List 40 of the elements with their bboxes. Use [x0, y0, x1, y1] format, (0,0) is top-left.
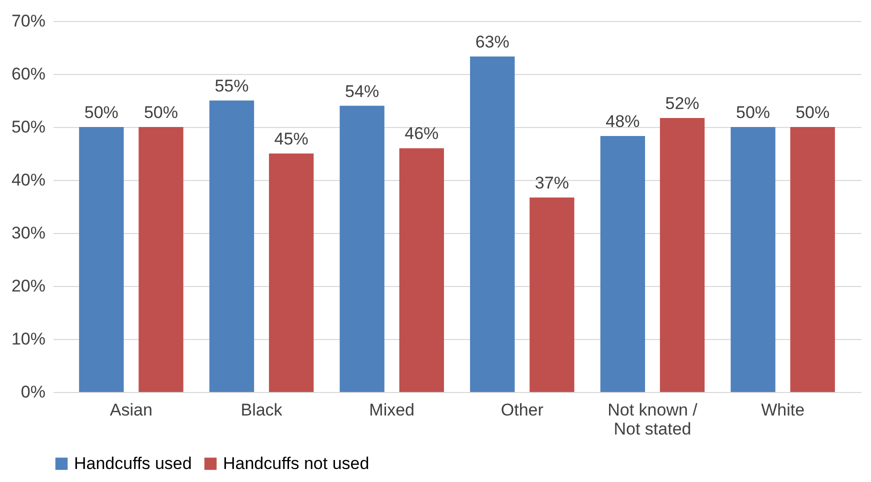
data-label: 52% — [665, 94, 700, 113]
bar — [79, 127, 124, 392]
legend-label: Handcuffs not used — [223, 454, 370, 473]
y-tick-label: 30% — [11, 224, 46, 242]
data-label: 50% — [144, 103, 178, 122]
bar — [138, 127, 184, 392]
bar — [268, 154, 314, 392]
data-label: 54% — [345, 82, 380, 101]
y-tick-label: 50% — [11, 118, 46, 136]
x-tick-label: Not known / Not stated — [608, 400, 698, 438]
data-label: 50% — [796, 103, 830, 122]
bar — [340, 106, 384, 392]
data-label: 48% — [606, 112, 640, 132]
bar — [790, 127, 835, 392]
bar — [600, 136, 646, 392]
data-label: 50% — [736, 103, 770, 122]
data-label: 55% — [214, 76, 249, 96]
y-tick-label: 0% — [20, 382, 46, 402]
y-tick-label: 70% — [11, 12, 46, 30]
y-tick-label: 10% — [11, 330, 46, 348]
bar — [399, 148, 444, 392]
bar — [470, 56, 515, 392]
y-tick-label: 40% — [11, 170, 46, 190]
x-tick-label: Other — [500, 400, 544, 420]
x-tick-label: Black — [240, 400, 283, 420]
data-label: 63% — [475, 32, 510, 52]
y-tick-label: 20% — [11, 276, 46, 296]
data-label: 50% — [84, 103, 118, 122]
bar — [660, 118, 705, 392]
x-tick-label: Asian — [110, 400, 152, 420]
x-tick-label: White — [761, 400, 805, 420]
bar — [209, 100, 254, 392]
data-label: 37% — [534, 173, 569, 192]
legend-label: Handcuffs used — [74, 454, 192, 473]
bar — [530, 197, 574, 392]
data-label: 46% — [404, 124, 439, 144]
data-label: 45% — [274, 130, 308, 148]
x-tick-label: Mixed — [369, 400, 415, 420]
y-tick-label: 60% — [11, 64, 46, 84]
bar — [730, 127, 776, 392]
